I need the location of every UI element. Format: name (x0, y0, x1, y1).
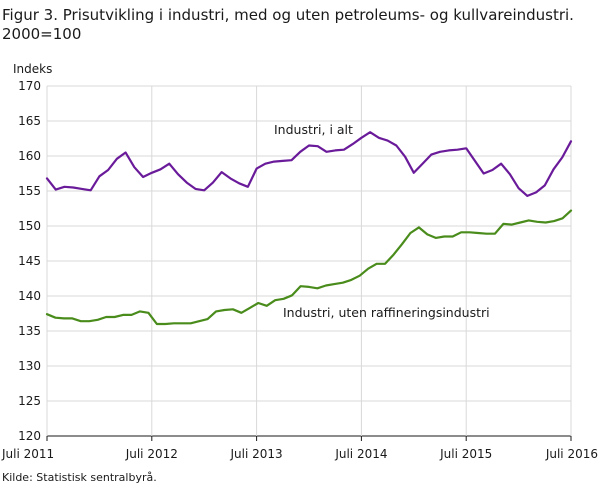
x-tick-label-2: Juli 2013 (230, 447, 283, 461)
annotation-industri-uten-raffinering: Industri, uten raffineringsindustri (283, 305, 490, 320)
x-axis-ticks: Juli 2011 Juli 2012 Juli 2013 Juli 2014 Juli… (1, 436, 598, 461)
x-tick-label-4: Juli 2015 (439, 447, 492, 461)
y-tick-label-155: 155 (18, 184, 41, 198)
y-tick-label-130: 130 (18, 359, 41, 373)
x-tick-label-3: Juli 2014 (334, 447, 387, 461)
y-axis-ticks: 120 125 130 135 140 145 150 155 160 165 170 (18, 79, 41, 443)
x-tick-label-5: Juli 2016 (545, 447, 598, 461)
x-tick-label-1: Juli 2012 (125, 447, 178, 461)
y-tick-label-140: 140 (18, 289, 41, 303)
chart-title-line-1: Figur 3. Prisutvikling i industri, med o… (2, 6, 574, 24)
x-tick-label-0: Juli 2011 (1, 447, 54, 461)
series-lines (45, 131, 573, 326)
y-tick-label-135: 135 (18, 324, 41, 338)
gridlines (46, 85, 572, 437)
chart-title: Figur 3. Prisutvikling i industri, med o… (2, 6, 602, 44)
annotation-industri-i-alt: Industri, i alt (274, 122, 353, 137)
chart-title-line-2: 2000=100 (2, 25, 82, 43)
y-tick-label-170: 170 (18, 79, 41, 93)
y-axis-label: Indeks (13, 62, 52, 76)
series-line-1 (45, 131, 573, 197)
source-note: Kilde: Statistisk sentralbyrå. (2, 471, 157, 484)
y-tick-label-120: 120 (18, 429, 41, 443)
series-line-2 (45, 209, 573, 326)
y-tick-label-160: 160 (18, 149, 41, 163)
y-tick-label-145: 145 (18, 254, 41, 268)
y-tick-label-165: 165 (18, 114, 41, 128)
y-tick-label-150: 150 (18, 219, 41, 233)
y-tick-label-125: 125 (18, 394, 41, 408)
